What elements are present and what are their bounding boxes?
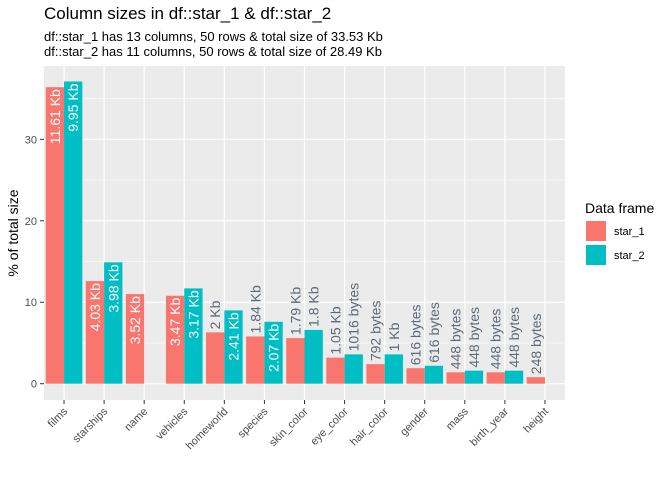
x-tick-label-gender: gender	[398, 405, 431, 438]
y-tick-label: 0	[31, 379, 37, 391]
x-tick-label-starships: starships	[71, 405, 111, 445]
bar-label-star-2-species: 2.07 Kb	[266, 324, 282, 372]
bar-star-1-species	[246, 336, 265, 384]
bar-star-2-hair-color	[384, 354, 403, 384]
bar-star-1-eye-color	[326, 357, 345, 384]
bar-star-2-starships	[104, 262, 123, 384]
x-tick-label-skin-color: skin_color	[267, 405, 311, 449]
y-axis-title: % of total size	[5, 189, 21, 276]
legend-label-star-1: star_1	[614, 226, 645, 238]
bar-label-star-2-eye-color: 1016 bytes	[346, 283, 362, 352]
x-tick-label-films: films	[46, 405, 71, 430]
bars	[45, 81, 545, 384]
y-axis: 0 10 20 30	[25, 134, 44, 391]
chart-subtitle-line-2: df::star_2 has 11 columns, 50 rows & tot…	[44, 44, 382, 59]
x-tick-label-mass: mass	[444, 405, 471, 432]
bar-label-star-2-films: 9.95 Kb	[65, 83, 81, 131]
bar-label-star-2-birth-year: 448 bytes	[506, 307, 522, 368]
bar-star-2-vehicles	[184, 288, 203, 384]
bar-star-2-eye-color	[344, 354, 363, 384]
bar-label-star-1-height: 248 bytes	[528, 313, 544, 374]
bar-star-2-mass	[464, 370, 484, 384]
y-tick-label: 20	[25, 216, 37, 228]
chart-subtitle-line-1: df::star_1 has 13 columns, 50 rows & tot…	[44, 29, 383, 44]
y-tick-label: 30	[25, 134, 37, 146]
bar-star-1-height	[526, 377, 545, 384]
bar-label-star-1-films: 11.61 Kb	[47, 89, 63, 144]
x-tick-label-name: name	[122, 406, 150, 434]
bar-labels: 11.61 Kb 9.95 Kb 4.03 Kb 3.98 Kb 3.52 Kb 3.47…	[47, 83, 544, 374]
bar-label-star-1-hair-color: 792 bytes	[368, 300, 384, 361]
bar-star-1-name	[125, 294, 145, 384]
legend: Data frame star_1 star_2	[585, 200, 654, 265]
bar-label-star-1-homeworld: 2 Kb	[207, 300, 223, 329]
chart-title: Column sizes in df::star_1 & df::star_2	[44, 4, 331, 23]
bar-label-star-1-vehicles: 3.47 Kb	[167, 298, 183, 346]
bar-star-2-gender	[424, 365, 444, 384]
x-tick-label-species: species	[236, 405, 271, 440]
bar-star-1-homeworld	[206, 332, 225, 384]
x-tick-label-homeworld: homeworld	[184, 406, 231, 453]
bar-star-1-skin-color	[286, 338, 305, 384]
x-tick-label-vehicles: vehicles	[154, 405, 191, 442]
bar-star-1-mass	[446, 372, 465, 384]
bar-star-1-vehicles	[165, 295, 185, 384]
bar-star-2-birth-year	[504, 370, 524, 384]
bar-label-star-1-eye-color: 1.05 Kb	[327, 306, 343, 354]
x-tick-label-birth-year: birth_year	[468, 405, 511, 448]
bar-star-1-birth-year	[486, 372, 505, 384]
legend-title: Data frame	[585, 200, 654, 216]
bar-label-star-2-skin-color: 1.8 Kb	[306, 286, 322, 327]
bar-label-star-2-mass: 448 bytes	[466, 307, 482, 368]
bar-star-1-hair-color	[366, 364, 385, 384]
bar-label-star-1-name: 3.52 Kb	[127, 296, 143, 344]
bar-label-star-2-vehicles: 3.17 Kb	[185, 290, 201, 338]
bar-label-star-2-hair-color: 1 Kb	[386, 322, 402, 351]
bar-star-2-films	[64, 81, 83, 384]
bar-label-star-2-homeworld: 2.41 Kb	[225, 312, 241, 360]
bar-label-star-1-species: 1.84 Kb	[247, 285, 263, 333]
bar-label-star-1-birth-year: 448 bytes	[488, 309, 504, 370]
bar-label-star-1-starships: 4.03 Kb	[87, 283, 103, 331]
bar-star-2-skin-color	[304, 329, 323, 384]
x-tick-label-eye-color: eye_color	[308, 405, 350, 447]
y-tick-label: 10	[25, 297, 37, 309]
bar-label-star-1-gender: 616 bytes	[408, 305, 424, 366]
bar-label-star-2-gender: 616 bytes	[426, 302, 442, 363]
legend-label-star-2: star_2	[614, 250, 645, 262]
x-tick-label-hair-color: hair_color	[348, 405, 391, 448]
legend-swatch-star-2	[586, 245, 606, 265]
bar-star-1-gender	[406, 368, 425, 384]
bar-star-2-homeworld	[224, 310, 243, 384]
bar-star-1-films	[45, 87, 65, 384]
bar-label-star-1-skin-color: 1.79 Kb	[287, 287, 303, 335]
legend-swatch-star-1	[586, 221, 606, 241]
x-tick-label-height: height	[521, 406, 551, 436]
bar-label-star-1-mass: 448 bytes	[448, 309, 464, 370]
bar-star-2-species	[264, 321, 283, 384]
bar-label-star-2-starships: 3.98 Kb	[105, 264, 121, 312]
bar-star-1-starships	[85, 281, 105, 384]
